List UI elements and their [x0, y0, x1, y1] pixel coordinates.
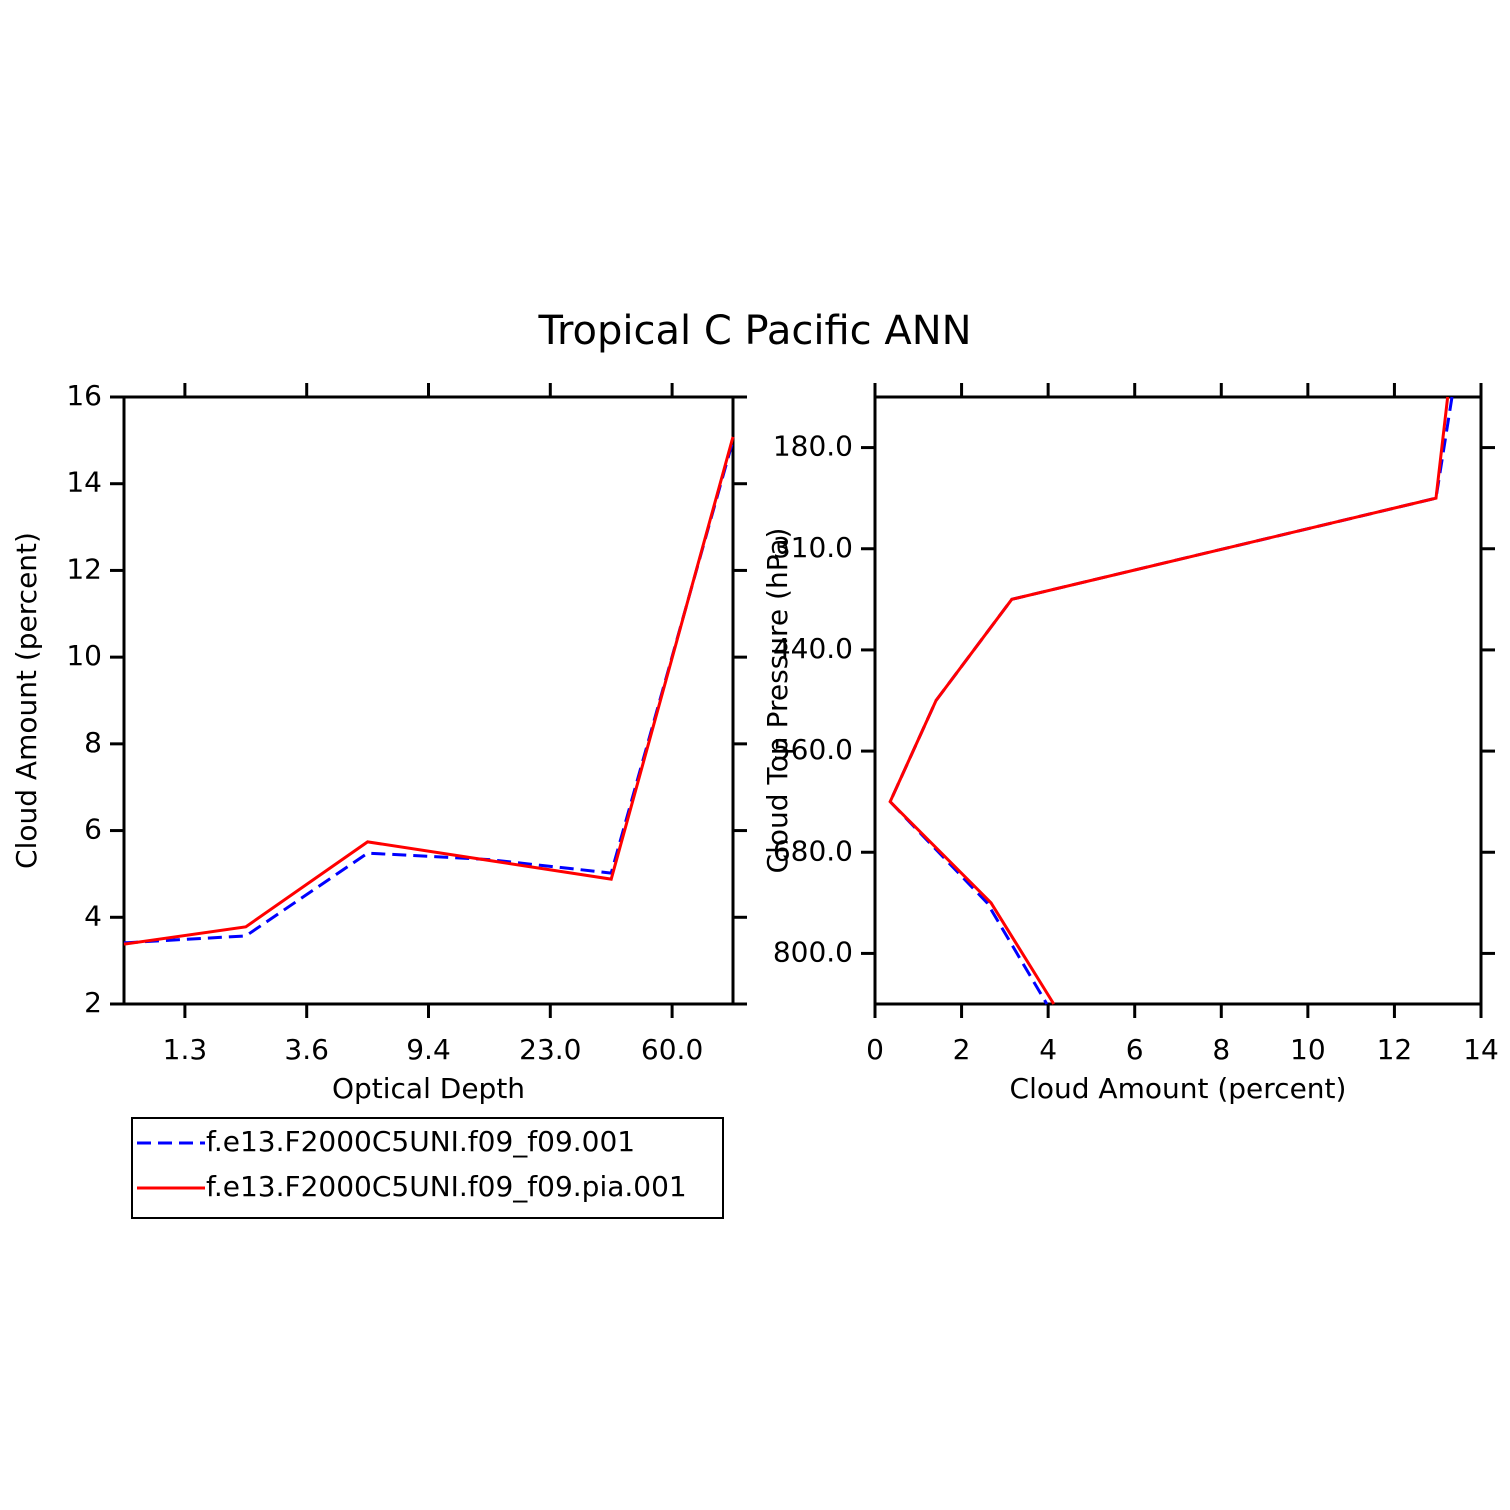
x-axis-label: Optical Depth [332, 1072, 525, 1105]
y-tick-label: 440.0 [773, 632, 853, 665]
plot-frame [873, 395, 1483, 1006]
y-tick-label: 4 [84, 899, 102, 932]
legend-label: f.e13.F2000C5UNI.f09_f09.001 [206, 1125, 635, 1158]
series-line [888, 396, 1454, 1005]
legend-box [131, 1117, 724, 1219]
x-tick-label: 6 [1126, 1033, 1144, 1066]
x-tick-label: 9.4 [406, 1033, 451, 1066]
x-tick-label: 2 [953, 1033, 971, 1066]
x-tick-label: 3.6 [284, 1033, 329, 1066]
y-tick-label: 8 [84, 726, 102, 759]
series-line [123, 436, 735, 946]
y-tick-label: 2 [84, 986, 102, 1019]
y-tick-label: 800.0 [773, 935, 853, 968]
y-tick-label: 10 [66, 639, 102, 672]
x-axis-label: Cloud Amount (percent) [1010, 1072, 1347, 1105]
x-tick-label: 0 [866, 1033, 884, 1066]
y-tick-label: 16 [66, 379, 102, 412]
legend-label: f.e13.F2000C5UNI.f09_f09.pia.001 [206, 1170, 687, 1203]
x-tick-label: 10 [1290, 1033, 1326, 1066]
figure-title: Tropical C Pacific ANN [537, 308, 971, 354]
y-tick-label: 6 [84, 813, 102, 846]
y-tick-label: 680.0 [773, 834, 853, 867]
y-axis-label: Cloud Top Pressure (hPa) [761, 528, 794, 874]
series-line [123, 439, 735, 945]
y-axis-label: Cloud Amount (percent) [10, 532, 43, 869]
x-tick-label: 12 [1377, 1033, 1413, 1066]
x-tick-label: 4 [1039, 1033, 1057, 1066]
y-tick-label: 180.0 [773, 430, 853, 463]
y-tick-label: 560.0 [773, 733, 853, 766]
y-tick-label: 310.0 [773, 531, 853, 564]
x-tick-label: 60.0 [641, 1033, 703, 1066]
y-tick-label: 14 [66, 466, 102, 499]
x-tick-label: 23.0 [519, 1033, 581, 1066]
x-tick-label: 14 [1463, 1033, 1499, 1066]
x-tick-label: 8 [1212, 1033, 1230, 1066]
series-line [888, 396, 1450, 1005]
plot-frame [122, 395, 735, 1006]
y-tick-label: 12 [66, 552, 102, 585]
x-tick-label: 1.3 [163, 1033, 208, 1066]
